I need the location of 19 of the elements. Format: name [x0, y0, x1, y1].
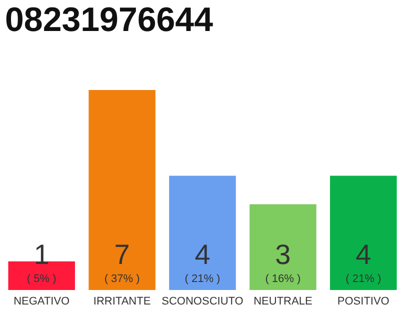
chart-title: 08231976644 — [5, 1, 214, 39]
annotation: ( 21% ) — [346, 273, 382, 285]
x-tick-label: IRRITANTE — [93, 296, 151, 308]
bar — [169, 176, 236, 290]
bar — [88, 90, 156, 290]
data-label: 4 — [356, 239, 372, 270]
x-tick-label: NEUTRALE — [254, 296, 312, 308]
data-label: 4 — [194, 239, 210, 270]
annotation: ( 21% ) — [184, 273, 220, 285]
annotation: ( 5% ) — [26, 273, 56, 285]
bar — [250, 204, 316, 290]
data-label: 3 — [275, 239, 291, 270]
x-tick-label: POSITIVO — [337, 296, 390, 308]
data-label: 7 — [114, 239, 130, 270]
annotation: ( 37% ) — [104, 273, 140, 285]
annotation: ( 16% ) — [265, 273, 301, 285]
bar — [330, 176, 397, 290]
x-tick-label: NEGATIVO — [14, 296, 70, 308]
x-tick-label: SCONOSCIUTO — [162, 296, 244, 308]
